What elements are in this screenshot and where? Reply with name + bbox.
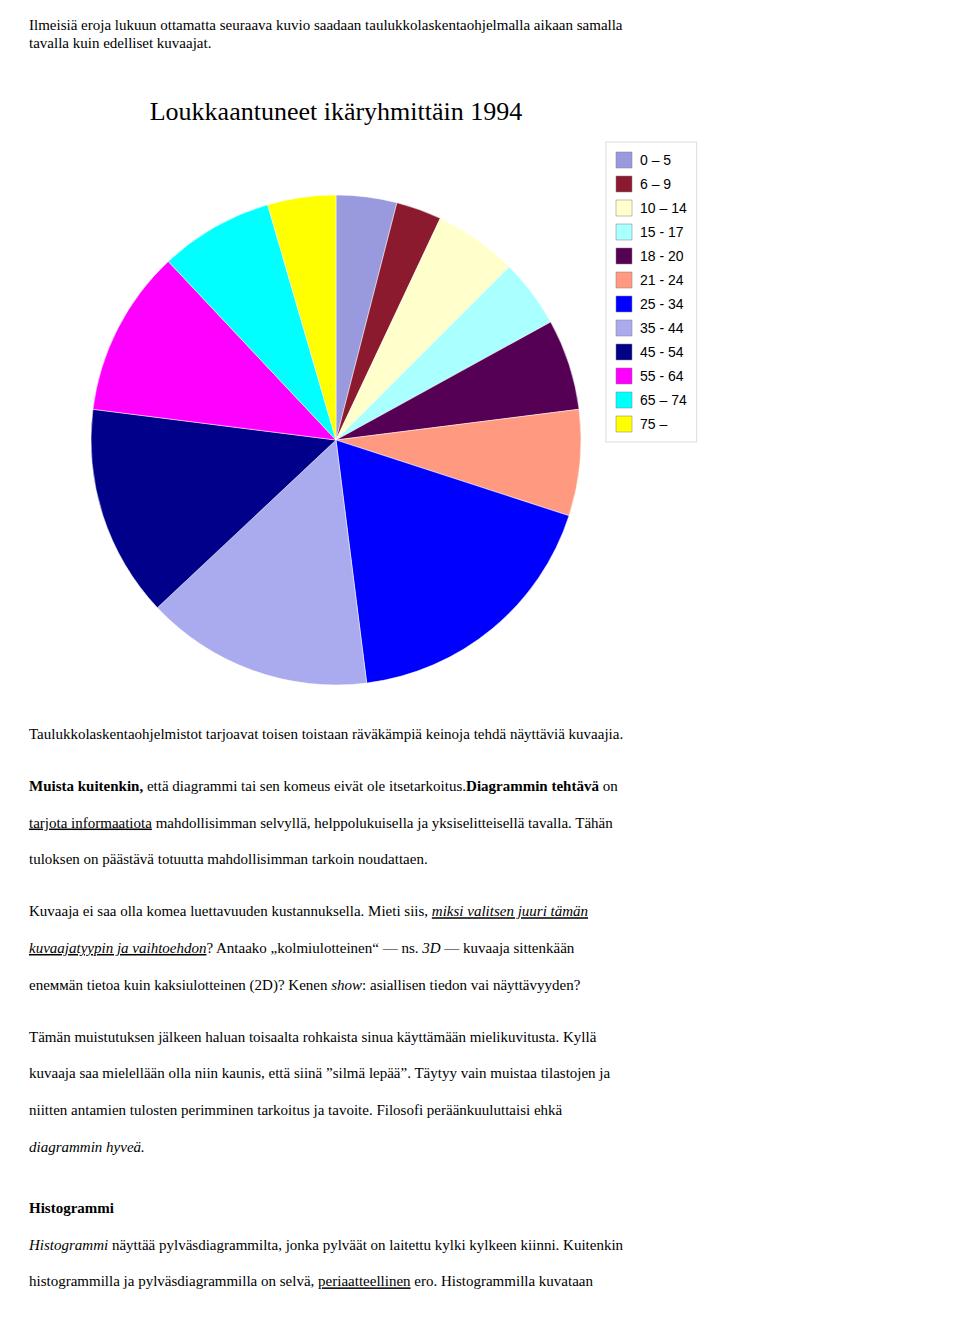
legend-frame	[606, 142, 697, 442]
annotation-text: Muista kuitenkin,	[29, 778, 143, 794]
annotation-line: Histogrammi näyttää pylväsdiagrammilta, …	[28, 1237, 624, 1253]
annotation-text: tuloksen on päästävä totuutta mahdollisi…	[29, 852, 428, 868]
annotation-text: periaatteellinen	[318, 1274, 411, 1290]
annotation-line: Muista kuitenkin, että diagrammi tai sen…	[29, 778, 618, 794]
annotation-text: että diagrammi tai sen komeus eivät ole …	[143, 778, 466, 794]
pie-slice	[336, 440, 569, 683]
annotation-line: enеммän tietoa kuin kaksiulotteinen (2D)…	[29, 977, 581, 994]
legend-swatch	[616, 368, 632, 384]
pie	[91, 195, 581, 685]
annotation-line: Ilmeisiä eroja lukuun ottamatta seuraava…	[29, 17, 623, 33]
legend-label: 35 - 44	[640, 320, 684, 336]
legend-swatch	[616, 176, 632, 192]
chart-title: Loukkaantuneet ikäryhmittäin 1994	[150, 97, 523, 126]
annotation-text: ero. Histogrammilla kuvataan	[411, 1274, 594, 1290]
annotation-line: histogrammilla ja pylväsdiagrammilla on …	[29, 1274, 594, 1290]
annotation-text: Histogrammi	[28, 1237, 108, 1253]
legend-label: 18 - 20	[640, 248, 684, 264]
legend-swatch	[616, 200, 632, 216]
annotation-text: diagrammin hyveä.	[29, 1139, 145, 1155]
annotation-line: niitten antamien tulosten perimminen tar…	[29, 1103, 563, 1119]
annotation-text: mahdollisimman selvyllä, helppolukuisell…	[152, 815, 613, 831]
annotation-line: tavalla kuin edelliset kuvaajat.	[29, 35, 211, 51]
annotation-line: Tämän muistutuksen jälkeen haluan toisaa…	[29, 1029, 597, 1045]
annotation-text: tarjota informaatiota	[29, 815, 152, 831]
legend-swatch	[616, 392, 632, 408]
annotation-line: tarjota informaatiota mahdollisimman sel…	[29, 815, 613, 831]
annotation-text: Diagrammin tehtävä	[466, 778, 599, 794]
annotation-text: 3D	[421, 940, 441, 956]
annotation-text: Ilmeisiä eroja lukuun ottamatta seuraava…	[29, 17, 623, 33]
annotation-text: miksi valitsen juuri tämän	[432, 904, 588, 920]
annotation-text: — kuvaaja sittenkään	[441, 940, 575, 956]
annotation-text: kuvaaja saa mielellään olla niin kaunis,…	[29, 1066, 611, 1082]
annotation-text: enеммän tietoa kuin kaksiulotteinen (2D)…	[29, 977, 331, 994]
page: Loukkaantuneet ikäryhmittäin 1994 0 – 5 6 …	[0, 0, 960, 1330]
legend-label: 15 - 17	[640, 224, 684, 240]
legend-label: 21 - 24	[640, 272, 684, 288]
annotation-text: : asiallisen tiedon vai näyttävyyden?	[362, 977, 581, 993]
legend-swatch	[616, 320, 632, 336]
annotation-text: niitten antamien tulosten perimminen tar…	[29, 1103, 563, 1119]
legend: 0 – 5 6 – 9 10 – 14 15 - 17 18 - 20 21 - 24 25…	[606, 142, 697, 442]
pie-slice	[91, 409, 336, 607]
annotation-line: kuvaaja saa mielellään olla niin kaunis,…	[29, 1066, 611, 1082]
legend-swatch	[616, 248, 632, 264]
legend-swatch	[616, 152, 632, 168]
annotation-line: diagrammin hyveä.	[29, 1139, 145, 1155]
annotation-text: kuvaajatyypin ja vaihtoehdon	[29, 940, 206, 956]
annotation-line: tuloksen on päästävä totuutta mahdollisi…	[29, 852, 428, 868]
pie-slice	[268, 195, 336, 440]
legend-swatch	[616, 296, 632, 312]
legend-swatch	[616, 224, 632, 240]
annotation-line: Histogrammi	[29, 1200, 114, 1216]
annotation-text: show	[331, 977, 362, 993]
legend-label: 10 – 14	[640, 200, 687, 216]
annotation-text: Tämän muistutuksen jälkeen haluan toisaa…	[29, 1029, 597, 1045]
annotation-line: Kuvaaja ei saa olla komea luettavuuden k…	[29, 904, 588, 920]
legend-label: 0 – 5	[640, 152, 671, 168]
legend-swatch	[616, 416, 632, 432]
legend-swatch	[616, 272, 632, 288]
annotation-text: ? Antaako „kolmiulotteinen“ — ns.	[206, 940, 422, 956]
annotation-text: Kuvaaja ei saa olla komea luettavuuden k…	[29, 904, 432, 920]
annotation-text: tavalla kuin edelliset kuvaajat.	[29, 35, 211, 51]
legend-label: 75 –	[640, 416, 667, 432]
legend-label: 55 - 64	[640, 368, 684, 384]
legend-label: 65 – 74	[640, 392, 687, 408]
legend-swatch	[616, 344, 632, 360]
annotation-text: Histogrammi	[29, 1200, 114, 1216]
legend-label: 6 – 9	[640, 176, 671, 192]
legend-label: 25 - 34	[640, 296, 684, 312]
annotation-line: kuvaajatyypin ja vaihtoehdon? Antaako „k…	[29, 940, 575, 956]
annotation-line: Taulukkolaskentaohjelmistot tarjoavat to…	[29, 726, 623, 742]
annotation-text: on	[599, 778, 618, 794]
annotation-text: histogrammilla ja pylväsdiagrammilla on …	[29, 1274, 318, 1290]
annotation-text: näyttää pylväsdiagrammilta, jonka pylvää…	[108, 1237, 623, 1253]
annotation-text: Taulukkolaskentaohjelmistot tarjoavat to…	[29, 726, 623, 742]
legend-label: 45 - 54	[640, 344, 684, 360]
